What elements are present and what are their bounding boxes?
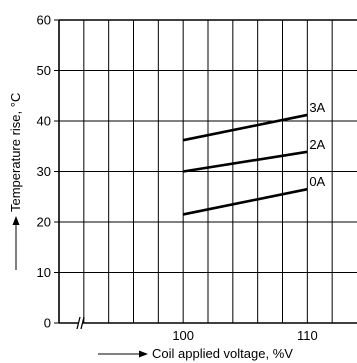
series-line-3A — [182, 113, 308, 142]
y-tick-label: 0 — [44, 316, 51, 331]
x-axis-title: Coil applied voltage, %V — [152, 346, 293, 361]
series-label-3A: 3A — [309, 100, 325, 115]
y-tick-label: 60 — [37, 13, 51, 28]
axis-break-gap — [78, 317, 83, 329]
y-tick-label: 50 — [37, 63, 51, 78]
axis-break-mark — [76, 316, 81, 330]
series — [182, 113, 308, 216]
axis-break-mark — [80, 316, 85, 330]
y-axis-title: Temperature rise, °C — [8, 93, 23, 212]
axes — [12, 216, 148, 358]
y-tick-label: 40 — [37, 114, 51, 129]
x-tick-label: 110 — [297, 328, 318, 343]
labels: Coil applied voltage, %V Temperature ris… — [8, 13, 326, 362]
y-tick-label: 10 — [37, 265, 51, 280]
y-tick-label: 30 — [37, 164, 51, 179]
y-axis-arrow-head — [12, 216, 20, 225]
grid — [54, 19, 357, 330]
series-label-0A: 0A — [309, 174, 325, 189]
x-axis-arrow-head — [139, 350, 148, 358]
series-line-2A — [182, 150, 308, 173]
series-label-2A: 2A — [309, 137, 325, 152]
x-tick-label: 100 — [172, 328, 194, 343]
series-line-0A — [182, 187, 308, 216]
y-tick-label: 20 — [37, 215, 51, 230]
